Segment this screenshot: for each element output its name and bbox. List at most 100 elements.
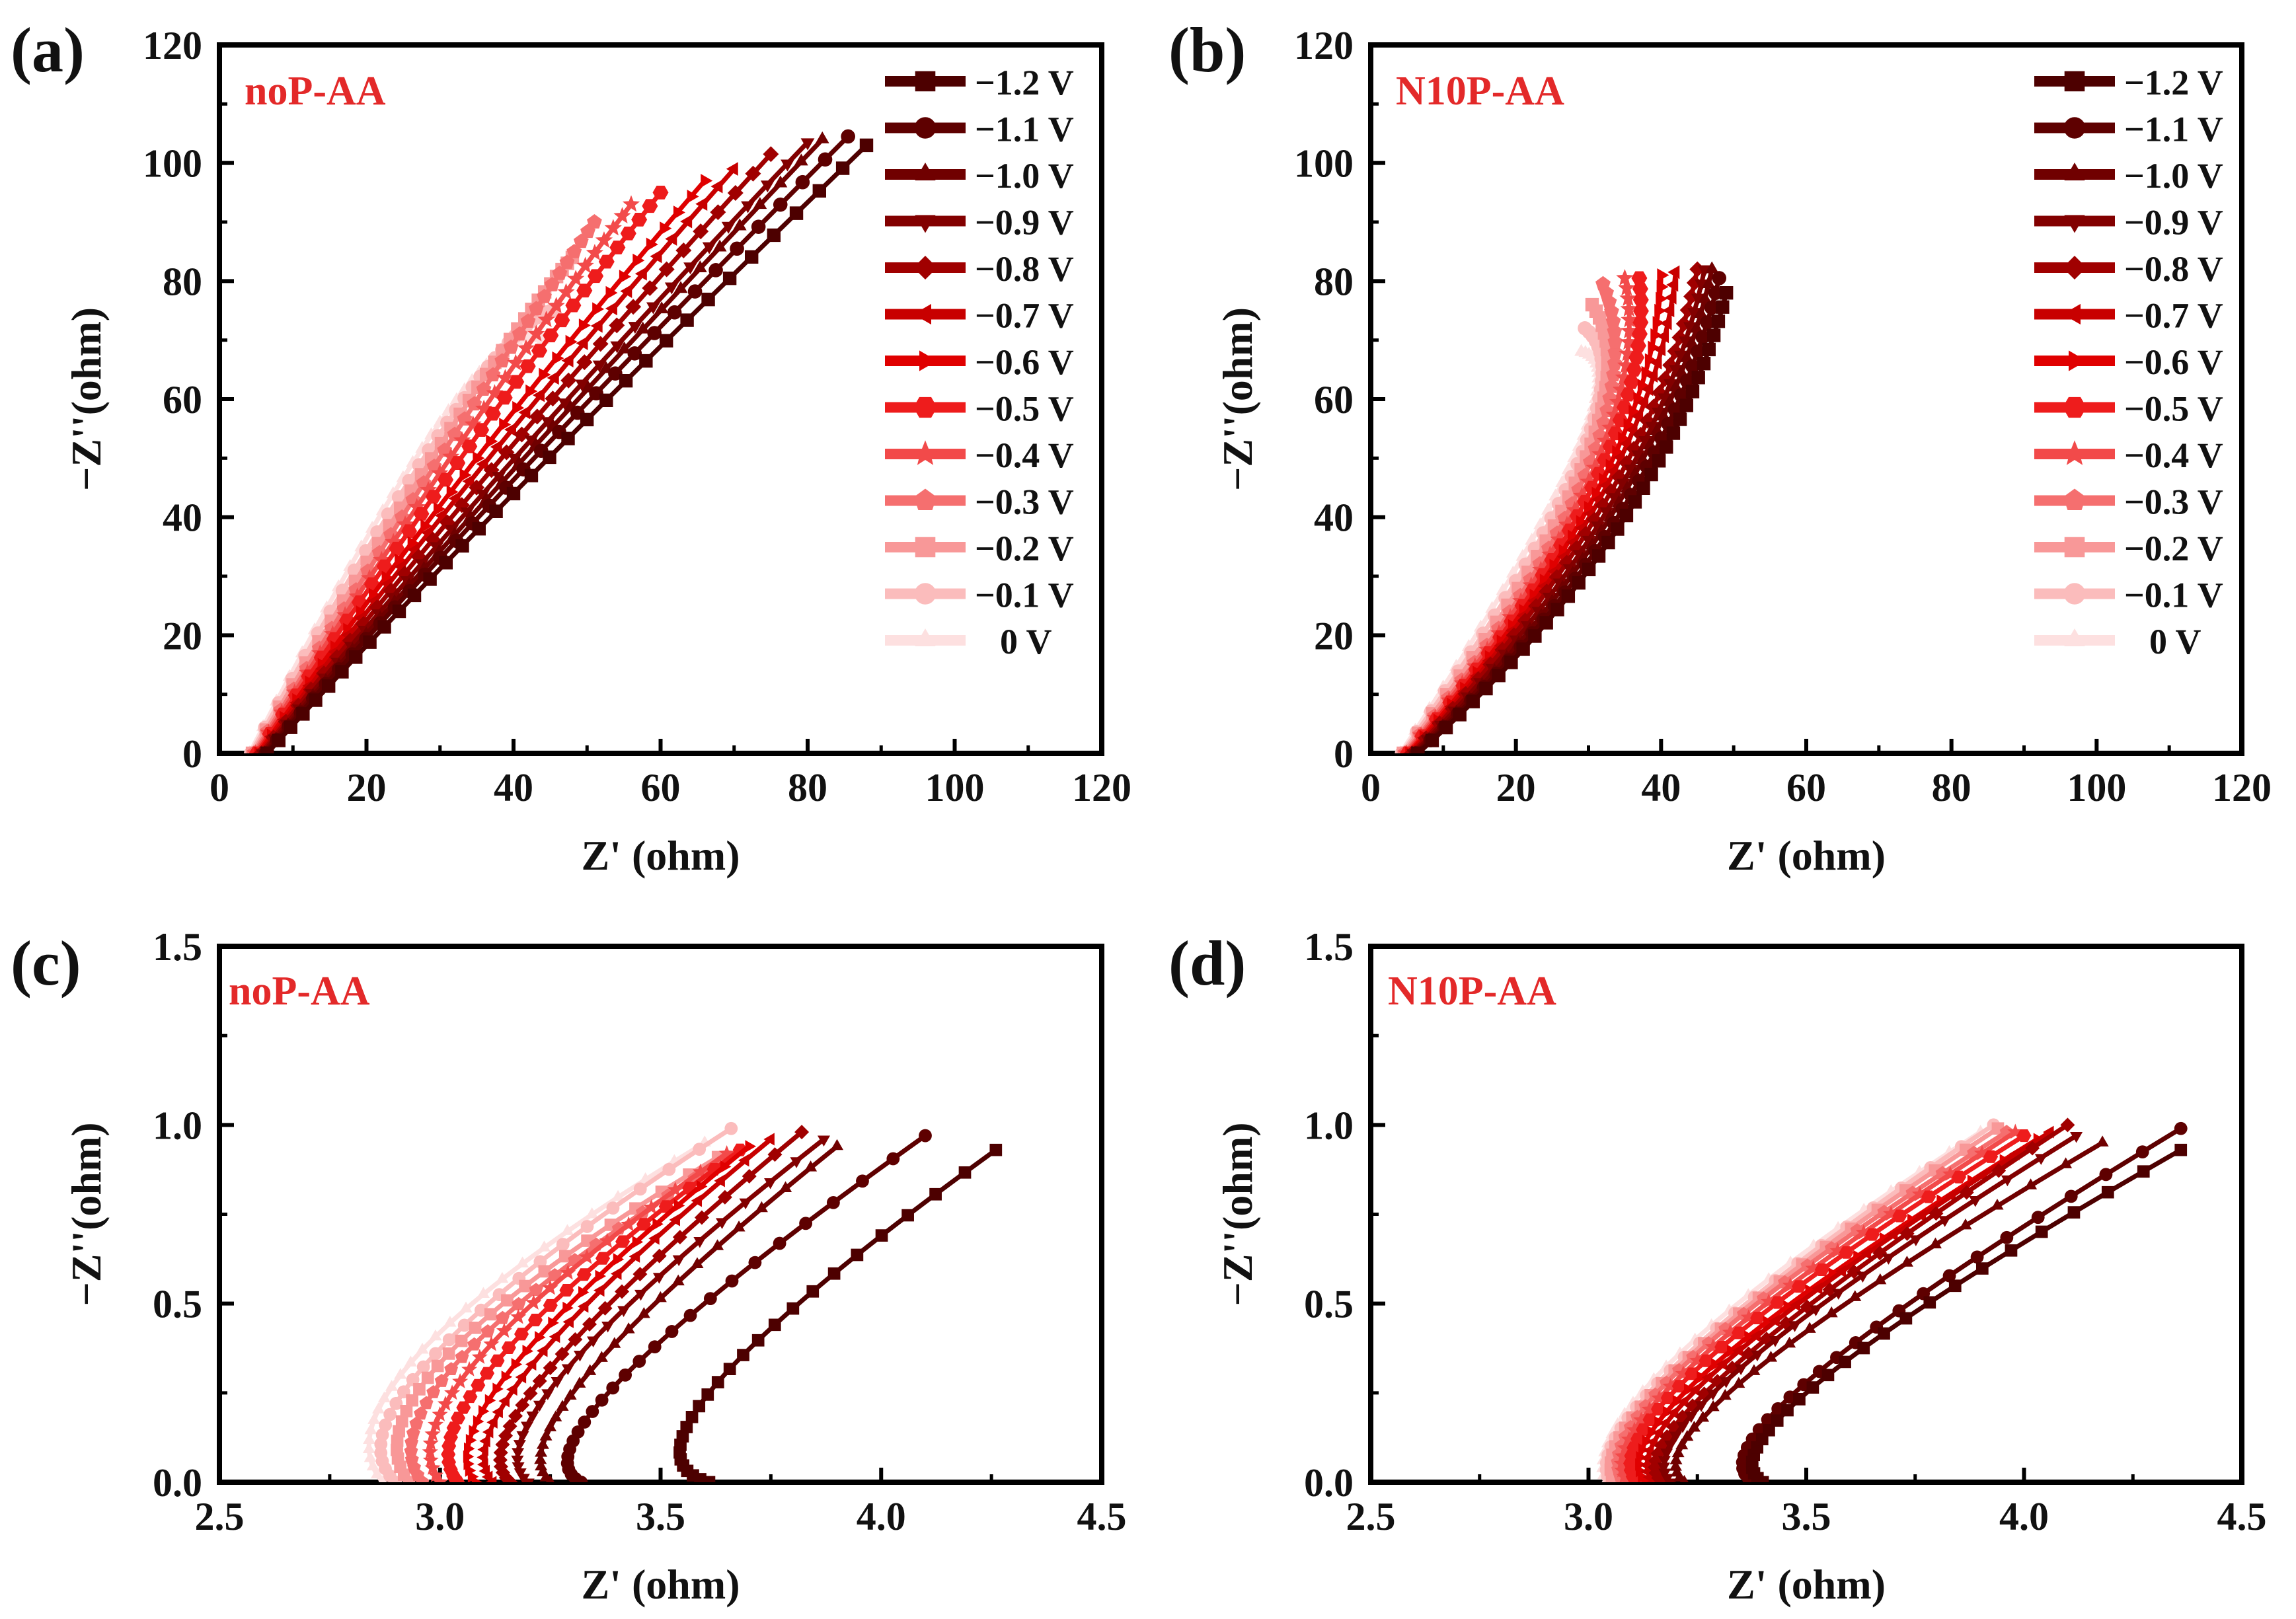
data-point bbox=[452, 1373, 469, 1388]
data-point bbox=[502, 1419, 517, 1434]
data-point bbox=[392, 604, 406, 619]
data-point bbox=[486, 434, 498, 449]
data-point bbox=[767, 1147, 783, 1162]
data-point bbox=[648, 1232, 660, 1245]
data-point bbox=[1781, 1404, 1794, 1417]
data-point bbox=[539, 1429, 553, 1441]
data-point bbox=[367, 1413, 381, 1424]
data-point bbox=[587, 1336, 600, 1348]
data-point bbox=[560, 372, 577, 389]
data-point bbox=[439, 556, 453, 570]
data-point bbox=[453, 431, 471, 448]
y-tick-label: 40 bbox=[1314, 496, 1354, 540]
data-point bbox=[1750, 1311, 1765, 1325]
data-point bbox=[391, 1434, 404, 1447]
data-point bbox=[1632, 282, 1648, 296]
data-point bbox=[503, 339, 519, 354]
data-point bbox=[1662, 303, 1675, 318]
data-point bbox=[1624, 465, 1638, 477]
data-point bbox=[1970, 1250, 1984, 1264]
data-point bbox=[490, 439, 502, 454]
legend-label: 0 V bbox=[1000, 622, 1052, 661]
data-point bbox=[556, 1400, 569, 1411]
data-point bbox=[552, 351, 564, 365]
data-point bbox=[383, 1408, 397, 1421]
data-point bbox=[1679, 373, 1695, 389]
data-point bbox=[1516, 642, 1530, 656]
data-point bbox=[432, 1474, 448, 1482]
data-point bbox=[1638, 436, 1652, 449]
y-tick-label: 100 bbox=[1294, 142, 1354, 186]
data-point bbox=[1770, 1296, 1785, 1309]
data-point bbox=[665, 232, 677, 246]
data-point bbox=[499, 418, 512, 432]
data-point bbox=[794, 1125, 810, 1140]
data-point bbox=[378, 1475, 387, 1482]
data-point bbox=[741, 201, 755, 213]
data-point bbox=[1855, 1224, 1872, 1240]
data-point bbox=[543, 1420, 556, 1431]
data-point bbox=[461, 1361, 478, 1376]
data-point bbox=[1691, 293, 1705, 306]
data-point bbox=[726, 162, 738, 176]
data-point bbox=[763, 1133, 775, 1146]
legend-label: 0 V bbox=[2149, 622, 2201, 661]
data-point bbox=[395, 1415, 408, 1428]
data-point bbox=[830, 1139, 844, 1150]
x-tick-label: 3.0 bbox=[1564, 1495, 1613, 1538]
data-point bbox=[514, 1328, 529, 1341]
data-point bbox=[608, 366, 623, 381]
data-point bbox=[1809, 1305, 1822, 1316]
data-point bbox=[1574, 344, 1588, 356]
data-point bbox=[605, 285, 618, 300]
data-point bbox=[1654, 303, 1667, 318]
data-point bbox=[377, 620, 391, 634]
data-point bbox=[1528, 629, 1542, 643]
data-point bbox=[1641, 1401, 1658, 1417]
data-point bbox=[1685, 385, 1700, 398]
data-point bbox=[562, 1315, 574, 1328]
data-point bbox=[578, 319, 591, 332]
data-point bbox=[1975, 1262, 1989, 1275]
series-line bbox=[1749, 1148, 2182, 1482]
legend-marker bbox=[915, 537, 936, 558]
data-point bbox=[1839, 1355, 1851, 1369]
panel-label: (c) bbox=[11, 928, 81, 998]
data-point bbox=[685, 1410, 699, 1423]
data-point bbox=[1656, 291, 1668, 306]
data-point bbox=[507, 354, 525, 371]
data-point bbox=[773, 1236, 786, 1250]
data-point bbox=[693, 1237, 707, 1248]
data-point bbox=[1586, 459, 1603, 476]
data-point bbox=[1669, 1460, 1682, 1471]
data-point bbox=[442, 1347, 455, 1360]
data-point bbox=[1942, 1166, 1958, 1182]
data-point bbox=[1609, 393, 1627, 410]
data-point bbox=[2001, 1175, 2014, 1187]
data-point bbox=[1619, 508, 1634, 523]
data-point bbox=[371, 1402, 385, 1413]
data-point bbox=[376, 559, 393, 574]
data-point bbox=[1689, 1352, 1706, 1368]
legend-label: −1.2 V bbox=[975, 63, 1074, 102]
data-point bbox=[1679, 336, 1693, 349]
data-point bbox=[1792, 1280, 1806, 1293]
data-point bbox=[1719, 286, 1734, 300]
data-point bbox=[519, 359, 536, 373]
data-point bbox=[786, 1302, 800, 1315]
data-point bbox=[421, 1371, 434, 1384]
data-point bbox=[1673, 412, 1687, 426]
data-point bbox=[385, 1380, 399, 1391]
data-point bbox=[512, 400, 525, 415]
legend-label: −1.1 V bbox=[2124, 110, 2223, 149]
data-point bbox=[642, 280, 658, 297]
data-point bbox=[362, 1442, 375, 1454]
data-point bbox=[1860, 1247, 1872, 1260]
data-point bbox=[613, 1253, 625, 1266]
data-point bbox=[446, 485, 459, 499]
data-point bbox=[1631, 450, 1646, 463]
data-point bbox=[687, 190, 699, 204]
data-point bbox=[1616, 269, 1634, 286]
data-point bbox=[1650, 356, 1662, 370]
data-point bbox=[1656, 280, 1669, 294]
